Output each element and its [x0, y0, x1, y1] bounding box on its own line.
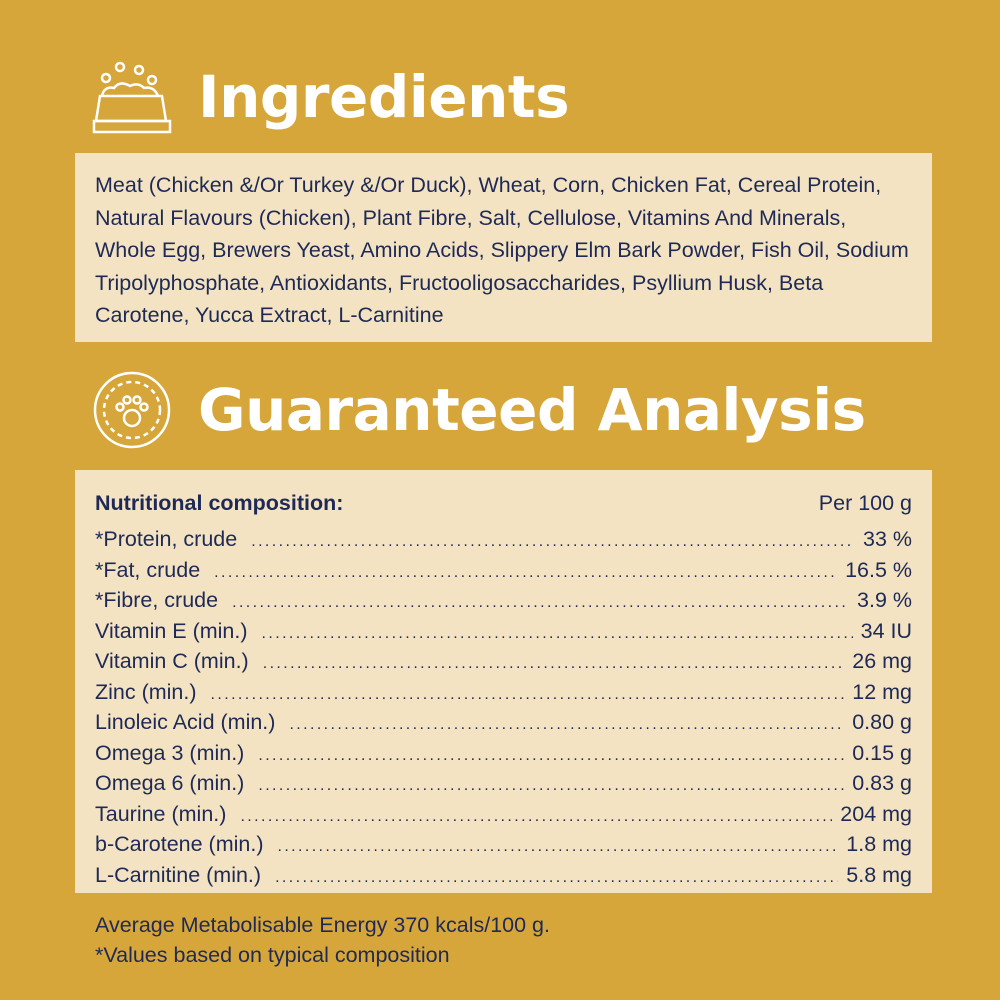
- nutrient-value: 16.5 %: [845, 557, 912, 582]
- nutrient-value: 26 mg: [852, 649, 912, 673]
- analysis-row: Linoleic Acid (min.)....................…: [95, 707, 912, 738]
- dot-leader: ........................................…: [214, 563, 838, 581]
- nutrient-value: 0.83 g: [852, 771, 912, 795]
- nutrient-label: Linoleic Acid (min.): [95, 710, 276, 734]
- nutrient-value: 33 %: [862, 527, 912, 551]
- food-bowl-icon: [92, 61, 172, 134]
- analysis-row: *Fibre, crude...........................…: [95, 585, 912, 616]
- nutrient-value: 5.8 mg: [846, 862, 912, 887]
- nutrient-label: Taurine (min.): [95, 801, 227, 826]
- analysis-row: *Fat, crude.............................…: [95, 555, 912, 586]
- nutrient-value: 3.9 %: [857, 588, 912, 612]
- nutrient-label: Vitamin E (min.): [95, 618, 248, 643]
- ingredients-text: Meat (Chicken &/Or Turkey &/Or Duck), Wh…: [95, 173, 909, 327]
- ingredients-header: Ingredients: [92, 58, 570, 136]
- nutrient-value: 0.80 g: [852, 710, 912, 734]
- dot-leader: ........................................…: [277, 838, 839, 855]
- dot-leader: ........................................…: [232, 594, 850, 611]
- ingredients-title: Ingredients: [198, 63, 570, 131]
- header-label: Nutritional composition:: [95, 491, 344, 515]
- typical-note: *Values based on typical composition: [95, 943, 450, 967]
- nutrient-label: *Fibre, crude: [95, 588, 219, 612]
- dot-leader: ........................................…: [289, 716, 844, 733]
- analysis-row: L-Carnitine (min.)......................…: [95, 860, 912, 891]
- nutrient-value: 12 mg: [852, 679, 912, 704]
- nutrient-label: Omega 3 (min.): [95, 740, 245, 765]
- analysis-title: Guaranteed Analysis: [198, 376, 866, 444]
- analysis-header: Guaranteed Analysis: [92, 370, 866, 450]
- nutrient-label: L-Carnitine (min.): [95, 862, 262, 887]
- ingredients-panel: Meat (Chicken &/Or Turkey &/Or Duck), Wh…: [75, 153, 932, 342]
- dot-leader: ........................................…: [210, 685, 845, 703]
- dot-leader: ........................................…: [275, 868, 838, 886]
- dot-leader: ........................................…: [258, 746, 844, 764]
- analysis-table-header: Nutritional composition: Per 100 g: [95, 486, 912, 524]
- header-unit: Per 100 g: [818, 491, 912, 515]
- footer: Average Metabolisable Energy 370 kcals/1…: [95, 910, 550, 970]
- nutrient-label: Omega 6 (min.): [95, 771, 245, 795]
- nutrient-value: 34 IU: [860, 618, 912, 643]
- dot-leader: ........................................…: [251, 533, 855, 550]
- dot-leader: ........................................…: [261, 624, 853, 642]
- dot-leader: ........................................…: [258, 777, 844, 794]
- analysis-row: Vitamin E (min.)........................…: [95, 616, 912, 647]
- analysis-panel: Nutritional composition: Per 100 g *Prot…: [75, 470, 932, 893]
- nutrient-label: *Protein, crude: [95, 527, 238, 551]
- analysis-row: *Protein, crude.........................…: [95, 524, 912, 555]
- dot-leader: ........................................…: [262, 655, 845, 672]
- analysis-row: Omega 6 (min.)..........................…: [95, 768, 912, 799]
- nutrient-label: b-Carotene (min.): [95, 832, 264, 856]
- nutrient-label: Zinc (min.): [95, 679, 197, 704]
- dot-leader: ........................................…: [240, 807, 833, 825]
- nutrient-label: Vitamin C (min.): [95, 649, 249, 673]
- analysis-row: Vitamin C (min.)........................…: [95, 646, 912, 677]
- nutrient-value: 204 mg: [840, 801, 912, 826]
- nutrient-value: 0.15 g: [852, 740, 912, 765]
- energy-note: Average Metabolisable Energy 370 kcals/1…: [95, 913, 550, 937]
- paw-badge-icon: [93, 371, 171, 449]
- analysis-row: Zinc (min.).............................…: [95, 677, 912, 708]
- analysis-row: b-Carotene (min.).......................…: [95, 829, 912, 860]
- nutrient-value: 1.8 mg: [846, 832, 912, 856]
- nutrient-label: *Fat, crude: [95, 557, 201, 582]
- analysis-row: Taurine (min.)..........................…: [95, 799, 912, 830]
- analysis-row: Omega 3 (min.)..........................…: [95, 738, 912, 769]
